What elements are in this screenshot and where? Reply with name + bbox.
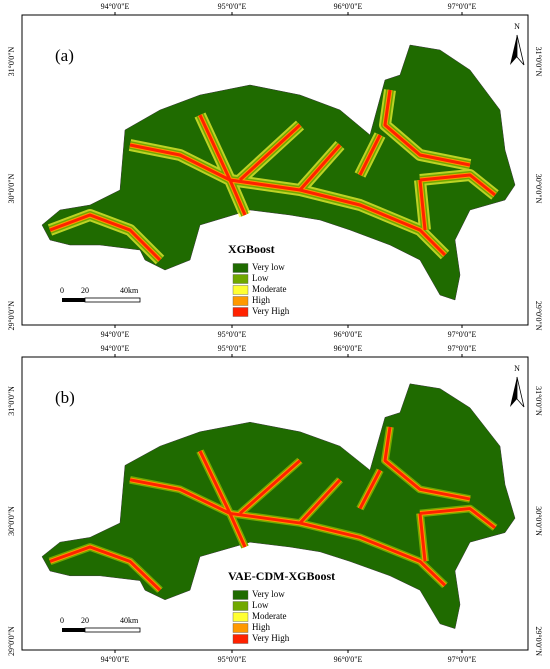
left-tick-label: 31°0'0"N xyxy=(7,46,16,76)
legend-swatch xyxy=(232,590,249,600)
north-arrow xyxy=(510,377,517,407)
left-tick-label: 29°0'0"N xyxy=(7,301,16,331)
scale-bar xyxy=(62,298,85,302)
scale-label: 20 xyxy=(81,286,89,295)
panel-label: (b) xyxy=(55,388,75,407)
scale-label: 0 xyxy=(60,286,64,295)
scale-label: 40km xyxy=(120,286,139,295)
legend-swatch xyxy=(232,612,249,622)
top-tick-label: 94°0'0"E xyxy=(101,2,130,11)
top-tick-label: 94°0'0"E xyxy=(101,344,130,353)
north-arrow xyxy=(510,35,517,65)
legend-swatch xyxy=(232,623,249,633)
left-tick-label: 30°0'0"N xyxy=(7,174,16,204)
bottom-tick-label: 97°0'0"E xyxy=(448,655,477,664)
legend-label: Very low xyxy=(252,262,285,272)
legend-swatch xyxy=(232,263,249,273)
scale-bar xyxy=(84,627,141,633)
legend-label: Low xyxy=(252,273,269,283)
left-tick-label: 31°0'0"N xyxy=(7,386,16,416)
legend-label: Very High xyxy=(252,306,290,316)
legend-swatch xyxy=(232,296,249,306)
north-arrow xyxy=(516,376,525,408)
model-title: XGBoost xyxy=(228,242,275,256)
legend-swatch xyxy=(232,634,249,644)
bottom-tick-label: 96°0'0"E xyxy=(334,655,363,664)
north-label: N xyxy=(514,22,520,31)
top-tick-label: 97°0'0"E xyxy=(448,344,477,353)
right-tick-label: 31°0'0"N xyxy=(534,47,543,77)
bottom-tick-label: 96°0'0"E xyxy=(334,330,363,339)
map-panel: 94°0'0"E 95°0'0"E 96°0'0"E 97°0'0"E 94°0'0"E… xyxy=(7,2,543,339)
map-panel: 94°0'0"E 95°0'0"E 96°0'0"E 97°0'0"E 94°0'0"E… xyxy=(7,344,543,664)
left-tick-label: 29°0'0"N xyxy=(7,626,16,656)
panel-label: (a) xyxy=(55,46,74,65)
legend-label: High xyxy=(252,295,271,305)
legend-label: Low xyxy=(252,600,269,610)
north-arrow xyxy=(516,34,525,66)
bottom-tick-label: 95°0'0"E xyxy=(218,330,247,339)
scale-bar xyxy=(62,628,85,632)
north-label: N xyxy=(514,364,520,373)
bottom-tick-label: 95°0'0"E xyxy=(218,655,247,664)
bottom-tick-label: 97°0'0"E xyxy=(448,330,477,339)
legend-swatch xyxy=(232,601,249,611)
right-tick-label: 30°0'0"N xyxy=(534,506,543,536)
legend-label: Moderate xyxy=(252,284,286,294)
right-tick-label: 31°0'0"N xyxy=(534,386,543,416)
legend-swatch xyxy=(232,307,249,317)
legend-label: Very High xyxy=(252,633,290,643)
scale-label: 0 xyxy=(60,616,64,625)
right-tick-label: 30°0'0"N xyxy=(534,174,543,204)
bottom-tick-label: 94°0'0"E xyxy=(101,655,130,664)
top-tick-label: 95°0'0"E xyxy=(218,344,247,353)
right-tick-label: 29°0'0"N xyxy=(534,626,543,656)
legend-label: Very low xyxy=(252,589,285,599)
left-tick-label: 30°0'0"N xyxy=(7,506,16,536)
legend-label: Moderate xyxy=(252,611,286,621)
scale-bar xyxy=(84,297,141,303)
scale-label: 40km xyxy=(120,616,139,625)
right-tick-label: 29°0'0"N xyxy=(534,301,543,331)
top-tick-label: 95°0'0"E xyxy=(218,2,247,11)
legend-label: High xyxy=(252,622,271,632)
model-title: VAE-CDM-XGBoost xyxy=(228,569,335,583)
top-tick-label: 97°0'0"E xyxy=(448,2,477,11)
bottom-tick-label: 94°0'0"E xyxy=(101,330,130,339)
top-tick-label: 96°0'0"E xyxy=(334,2,363,11)
legend-swatch xyxy=(232,285,249,295)
legend-swatch xyxy=(232,274,249,284)
top-tick-label: 96°0'0"E xyxy=(334,344,363,353)
scale-label: 20 xyxy=(81,616,89,625)
